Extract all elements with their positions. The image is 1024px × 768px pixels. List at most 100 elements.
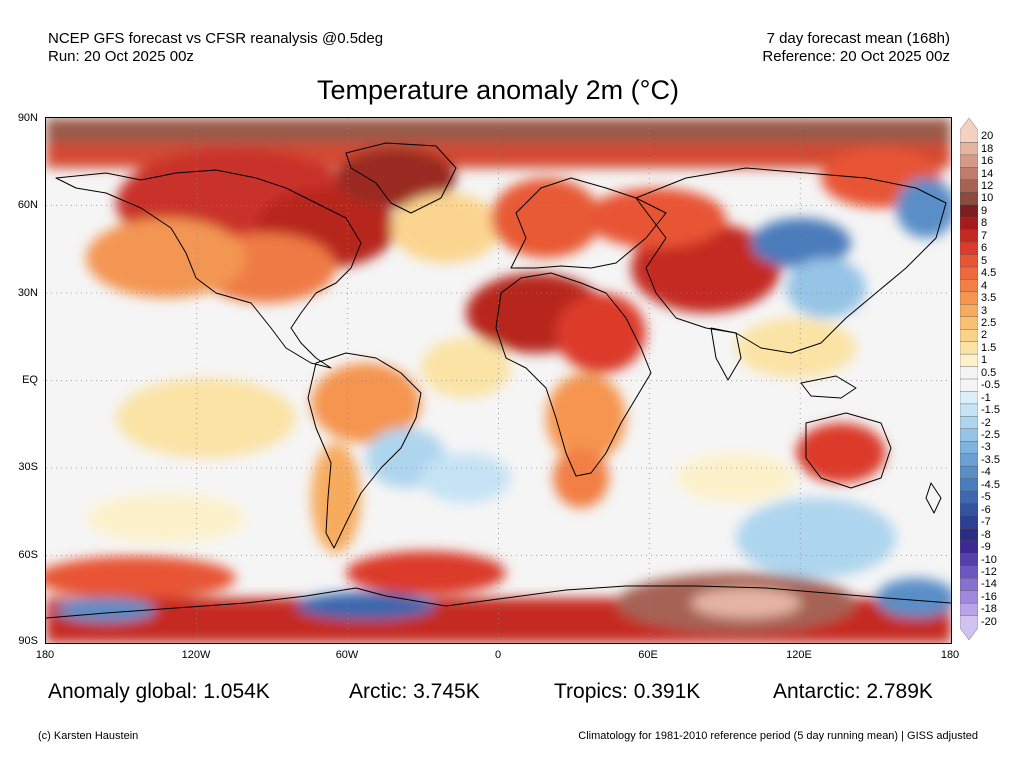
anomaly-map-canvas (46, 118, 951, 643)
colorbar-swatch (960, 478, 978, 492)
lon-label-180w: 180 (35, 649, 55, 661)
lat-label-90n: 90N (17, 112, 38, 124)
colorbar-swatch (960, 515, 978, 529)
colorbar (960, 118, 978, 640)
stat-global: Anomaly global: 1.054K (48, 680, 270, 703)
colorbar-tick-label: 1.5 (981, 341, 997, 354)
lat-label-30s: 30S (18, 461, 38, 473)
colorbar-tick-label: 16 (981, 155, 994, 168)
colorbar-swatch (960, 590, 978, 604)
colorbar-tick-label: 3.5 (981, 292, 997, 305)
model-description: NCEP GFS forecast vs CFSR reanalysis @0.… (48, 30, 384, 47)
lat-label-90s: 90S (18, 635, 38, 647)
colorbar-swatch (960, 528, 978, 542)
stat-tropics: Tropics: 0.391K (554, 680, 701, 703)
colorbar-swatch (960, 615, 978, 640)
colorbar-swatch (960, 366, 978, 380)
colorbar-tick-label: 7 (981, 229, 988, 242)
colorbar-swatch (960, 279, 978, 293)
colorbar-swatch (960, 428, 978, 442)
colorbar-swatch (960, 316, 978, 330)
colorbar-swatch (960, 254, 978, 268)
colorbar-tick-label: 5 (981, 254, 988, 267)
colorbar-swatch (960, 154, 978, 168)
colorbar-swatch (960, 441, 978, 455)
colorbar-tick-label: 18 (981, 142, 994, 155)
colorbar-swatch (960, 241, 978, 256)
colorbar-swatch (960, 142, 978, 156)
run-time: Run: 20 Oct 2025 00z (48, 48, 194, 65)
lon-label-120e: 120E (786, 649, 812, 661)
coastlines (46, 142, 951, 619)
colorbar-tick-label: -1.5 (981, 404, 1000, 417)
colorbar-tick-label: 2.5 (981, 316, 997, 329)
reference-time: Reference: 20 Oct 2025 00z (762, 48, 950, 65)
colorbar-tick-label: 12 (981, 180, 994, 193)
colorbar-swatch (960, 353, 978, 368)
colorbar-swatch (960, 540, 978, 554)
climatology-note: Climatology for 1981-2010 reference peri… (578, 730, 978, 742)
lat-label-60s: 60S (18, 549, 38, 561)
colorbar-tick-label: 4 (981, 279, 988, 292)
colorbar-tick-label: 14 (981, 167, 994, 180)
colorbar-swatch (960, 465, 978, 480)
colorbar-swatch (960, 266, 978, 280)
colorbar-tick-label: 1 (981, 354, 988, 367)
colorbar-swatch (960, 179, 978, 193)
lon-label-120w: 120W (181, 649, 211, 661)
colorbar-tick-label: -8 (981, 528, 991, 541)
map-gridlines (46, 118, 951, 643)
colorbar-tick-label: -5 (981, 491, 991, 504)
colorbar-swatch (960, 391, 978, 405)
colorbar-tick-label: -3 (981, 441, 991, 454)
colorbar-tick-label: -10 (981, 553, 997, 566)
colorbar-tick-label: -2 (981, 416, 991, 429)
colorbar-tick-label: -1 (981, 391, 991, 404)
colorbar-swatch (960, 204, 978, 218)
colorbar-swatch (960, 578, 978, 592)
colorbar-swatch (960, 378, 978, 392)
colorbar-swatch (960, 167, 978, 181)
lat-label-eq: EQ (22, 374, 38, 386)
colorbar-swatch (960, 229, 978, 243)
lon-label-180e: 180 (940, 649, 960, 661)
lat-label-30n: 30N (17, 287, 38, 299)
colorbar-swatch (960, 416, 978, 430)
colorbar-tick-label: -4.5 (981, 478, 1000, 491)
colorbar-swatch (960, 192, 978, 206)
colorbar-tick-label: -0.5 (981, 379, 1000, 392)
anomaly-map (45, 117, 952, 644)
stat-arctic: Arctic: 3.745K (349, 680, 480, 703)
colorbar-tick-label: -18 (981, 603, 997, 616)
colorbar-swatch (960, 304, 978, 318)
colorbar-swatch (960, 291, 978, 305)
colorbar-swatch (960, 216, 978, 231)
colorbar-tick-label: 10 (981, 192, 994, 205)
forecast-period: 7 day forecast mean (168h) (766, 30, 950, 47)
colorbar-swatch (960, 118, 978, 143)
colorbar-tick-label: 8 (981, 217, 988, 230)
stats-row: Anomaly global: 1.054K Arctic: 3.745K Tr… (0, 679, 1024, 707)
copyright: (c) Karsten Haustein (38, 730, 139, 742)
colorbar-tick-label: 2 (981, 329, 988, 342)
colorbar-tick-label: -9 (981, 541, 991, 554)
colorbar-tick-label: -20 (981, 615, 997, 628)
colorbar-swatch (960, 503, 978, 517)
colorbar-swatch (960, 553, 978, 567)
colorbar-swatch (960, 341, 978, 355)
colorbar-swatch (960, 453, 978, 467)
lon-label-0: 0 (494, 649, 502, 661)
colorbar-tick-label: 6 (981, 242, 988, 255)
colorbar-tick-label: 0.5 (981, 366, 997, 379)
stat-antarctic: Antarctic: 2.789K (773, 680, 933, 703)
lon-label-60w: 60W (335, 649, 359, 661)
colorbar-tick-label: 4.5 (981, 267, 997, 280)
colorbar-swatch (960, 602, 978, 617)
colorbar-swatch (960, 565, 978, 579)
colorbar-swatch (960, 403, 978, 417)
colorbar-tick-label: -16 (981, 590, 997, 603)
colorbar-tick-label: -7 (981, 516, 991, 529)
header-left: NCEP GFS forecast vs CFSR reanalysis @0.… (48, 30, 383, 66)
lat-label-60n: 60N (17, 199, 38, 211)
colorbar-tick-label: 3 (981, 304, 988, 317)
